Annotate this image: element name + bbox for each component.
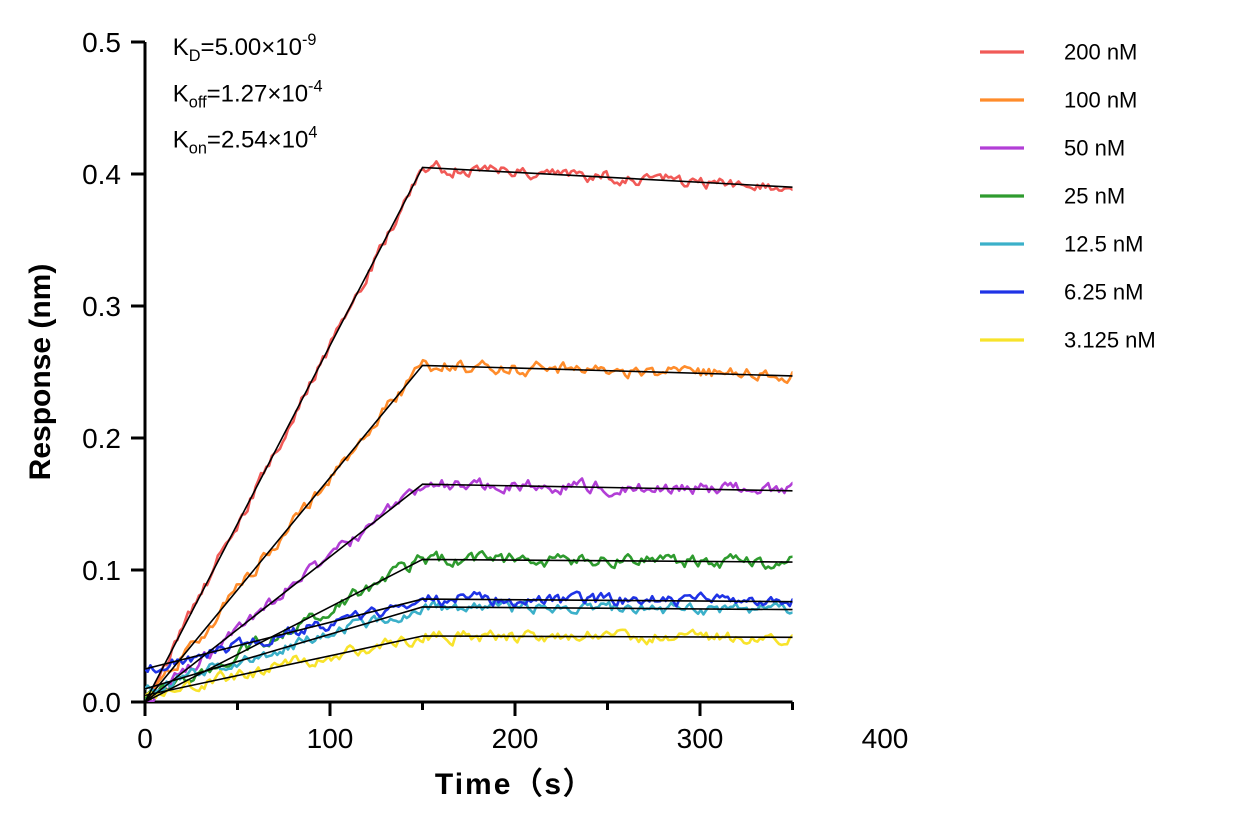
legend-label: 25 nM xyxy=(1064,184,1125,209)
x-tick-label: 400 xyxy=(862,723,909,754)
data-trace xyxy=(145,479,793,702)
legend-label: 50 nM xyxy=(1064,136,1125,161)
traces-group xyxy=(145,161,793,702)
fit-line xyxy=(145,167,793,702)
legend-label: 6.25 nM xyxy=(1064,280,1144,305)
data-trace xyxy=(145,360,793,702)
legend-label: 100 nM xyxy=(1064,88,1137,113)
legend-label: 200 nM xyxy=(1064,40,1137,65)
data-trace xyxy=(145,161,793,702)
y-tick-label: 0.1 xyxy=(82,555,121,586)
x-tick-label: 300 xyxy=(677,723,724,754)
legend-label: 12.5 nM xyxy=(1064,232,1144,257)
y-tick-label: 0.0 xyxy=(82,687,121,718)
y-tick-label: 0.3 xyxy=(82,291,121,322)
bli-sensorgram-figure: { "canvas": { "width": 1239, "height": 8… xyxy=(0,0,1239,825)
x-axis-label: Time（s） xyxy=(435,767,595,801)
fits-group xyxy=(145,167,793,702)
y-axis-label: Response (nm) xyxy=(24,264,57,481)
x-tick-label: 0 xyxy=(137,723,153,754)
legend-label: 3.125 nM xyxy=(1064,328,1156,353)
y-tick-label: 0.5 xyxy=(82,27,121,58)
y-tick-label: 0.4 xyxy=(82,159,121,190)
y-tick-label: 0.2 xyxy=(82,423,121,454)
kinetics-line: KD=5.00×10-9 xyxy=(173,31,317,65)
kinetics-line: Koff=1.27×10-4 xyxy=(173,77,323,111)
kinetics-line: Kon=2.54×104 xyxy=(173,124,318,158)
chart-svg: 0.0 0.1 0.2 0.3 0.4 0.5 Response (nm) 0 100 200 30… xyxy=(0,0,1239,825)
x-tick-label: 100 xyxy=(307,723,354,754)
data-trace xyxy=(145,630,793,698)
x-tick-label: 200 xyxy=(492,723,539,754)
